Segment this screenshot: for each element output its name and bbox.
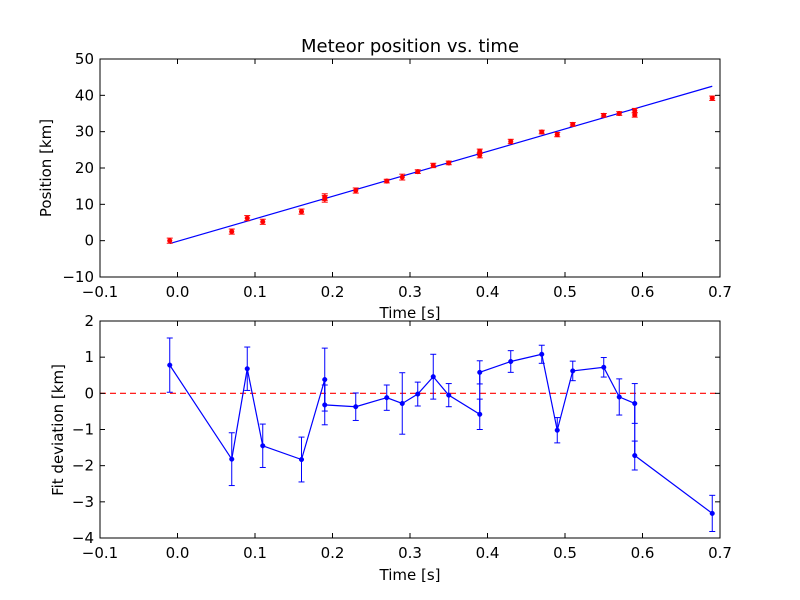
position-point-16 — [539, 129, 545, 135]
deviation-point-11 — [430, 374, 436, 380]
deviation-point-16 — [539, 351, 545, 357]
position-ytick-label-1: 0 — [84, 232, 94, 250]
position-chart-xlabel: Time [s] — [379, 304, 441, 322]
deviation-point-8 — [384, 395, 390, 401]
deviation-xtick-label-2: 0.1 — [243, 544, 267, 562]
position-point-4 — [298, 209, 305, 215]
deviation-point-0 — [167, 362, 173, 368]
deviation-point-5 — [322, 377, 328, 383]
deviation-chart-xlabel: Time [s] — [379, 566, 441, 584]
position-xtick-label-4: 0.3 — [398, 283, 422, 301]
position-point-22 — [632, 108, 638, 114]
position-xtick-label-0: −0.1 — [82, 283, 118, 301]
position-xtick-label-1: 0.0 — [166, 283, 190, 301]
deviation-chart-plot-area: −0.1 0.0 0.1 0.2 0.3 0.4 0.5 0.6 0.7 −4 −3 −2 −1 0 1 2 — [72, 312, 732, 562]
position-xtick-label-8: 0.7 — [708, 283, 732, 301]
position-chart: Meteor position vs. time Time [s] Positi… — [37, 36, 732, 322]
position-ytick-label-6: 50 — [75, 50, 94, 68]
deviation-ytick-label-5: 1 — [84, 348, 94, 366]
position-point-2 — [244, 215, 250, 221]
position-chart-plot-area: −0.1 0.0 0.1 0.2 0.3 0.4 0.5 0.6 0.7 −10 0 10 20 30 40… — [62, 50, 732, 301]
position-point-21 — [632, 112, 638, 118]
deviation-point-3 — [260, 443, 266, 449]
position-point-19 — [601, 112, 607, 118]
deviation-point-9 — [399, 400, 405, 407]
deviation-point-23 — [709, 510, 715, 516]
deviation-ytick-label-2: −2 — [72, 457, 94, 475]
deviation-point-15 — [508, 358, 514, 365]
position-point-9 — [399, 174, 405, 180]
deviation-xtick-label-3: 0.2 — [321, 544, 345, 562]
deviation-point-7 — [353, 404, 359, 410]
deviation-xtick-label-6: 0.5 — [553, 544, 577, 562]
position-point-3 — [260, 219, 266, 225]
position-point-15 — [508, 138, 514, 145]
position-fit-line — [169, 85, 713, 245]
position-xtick-label-3: 0.2 — [321, 283, 345, 301]
deviation-chart-ylabel: Fit deviation [km] — [49, 364, 67, 496]
deviation-point-17 — [554, 427, 560, 433]
position-chart-title: Meteor position vs. time — [301, 36, 519, 57]
position-xtick-label-7: 0.6 — [631, 283, 655, 301]
deviation-point-1 — [229, 456, 235, 462]
deviation-data-layer — [100, 337, 720, 532]
deviation-xtick-label-7: 0.6 — [631, 544, 655, 562]
deviation-ytick-label-4: 0 — [84, 384, 94, 402]
deviation-ytick-label-6: 2 — [84, 312, 94, 330]
deviation-point-20 — [616, 394, 622, 400]
position-point-1 — [229, 229, 235, 235]
deviation-point-10 — [415, 391, 421, 397]
deviation-ytick-label-1: −3 — [72, 493, 94, 511]
deviation-xtick-label-5: 0.4 — [476, 544, 500, 562]
position-ytick-label-5: 40 — [75, 86, 94, 104]
position-point-0 — [167, 238, 173, 244]
deviation-series-line — [169, 353, 713, 514]
deviation-point-21 — [632, 400, 638, 407]
deviation-xtick-label-0: −0.1 — [82, 544, 118, 562]
position-data-layer — [166, 85, 716, 245]
position-xtick-label-6: 0.5 — [553, 283, 577, 301]
position-point-23 — [709, 95, 715, 101]
position-point-18 — [570, 121, 576, 127]
deviation-point-14 — [477, 369, 483, 375]
position-point-12 — [446, 160, 452, 166]
position-point-11 — [430, 162, 436, 169]
deviation-point-6 — [322, 402, 328, 408]
position-point-8 — [384, 178, 390, 184]
position-point-10 — [415, 169, 421, 175]
deviation-point-13 — [477, 411, 483, 417]
position-ytick-label-3: 20 — [75, 159, 94, 177]
position-point-20 — [616, 110, 622, 117]
deviation-point-4 — [298, 456, 305, 463]
deviation-xtick-label-8: 0.7 — [708, 544, 732, 562]
position-xtick-label-5: 0.4 — [476, 283, 500, 301]
position-point-14 — [477, 148, 483, 154]
position-point-6 — [322, 194, 328, 200]
deviation-chart: Time [s] Fit deviation [km] −0.1 0.0 0.1 0.… — [49, 312, 732, 584]
deviation-point-2 — [244, 366, 250, 372]
deviation-point-12 — [446, 392, 452, 398]
deviation-ytick-label-0: −4 — [72, 529, 94, 547]
deviation-point-19 — [601, 364, 607, 370]
deviation-point-22 — [632, 452, 638, 459]
deviation-ytick-label-3: −1 — [72, 421, 94, 439]
deviation-xtick-label-1: 0.0 — [166, 544, 190, 562]
position-ytick-label-0: −10 — [62, 268, 94, 286]
position-ytick-label-4: 30 — [75, 123, 94, 141]
position-xtick-label-2: 0.1 — [243, 283, 267, 301]
deviation-xtick-label-4: 0.3 — [398, 544, 422, 562]
deviation-point-18 — [570, 368, 576, 374]
position-chart-ylabel: Position [km] — [37, 119, 55, 217]
position-ytick-label-2: 10 — [75, 195, 94, 213]
position-point-7 — [353, 187, 359, 194]
position-point-17 — [554, 132, 560, 138]
